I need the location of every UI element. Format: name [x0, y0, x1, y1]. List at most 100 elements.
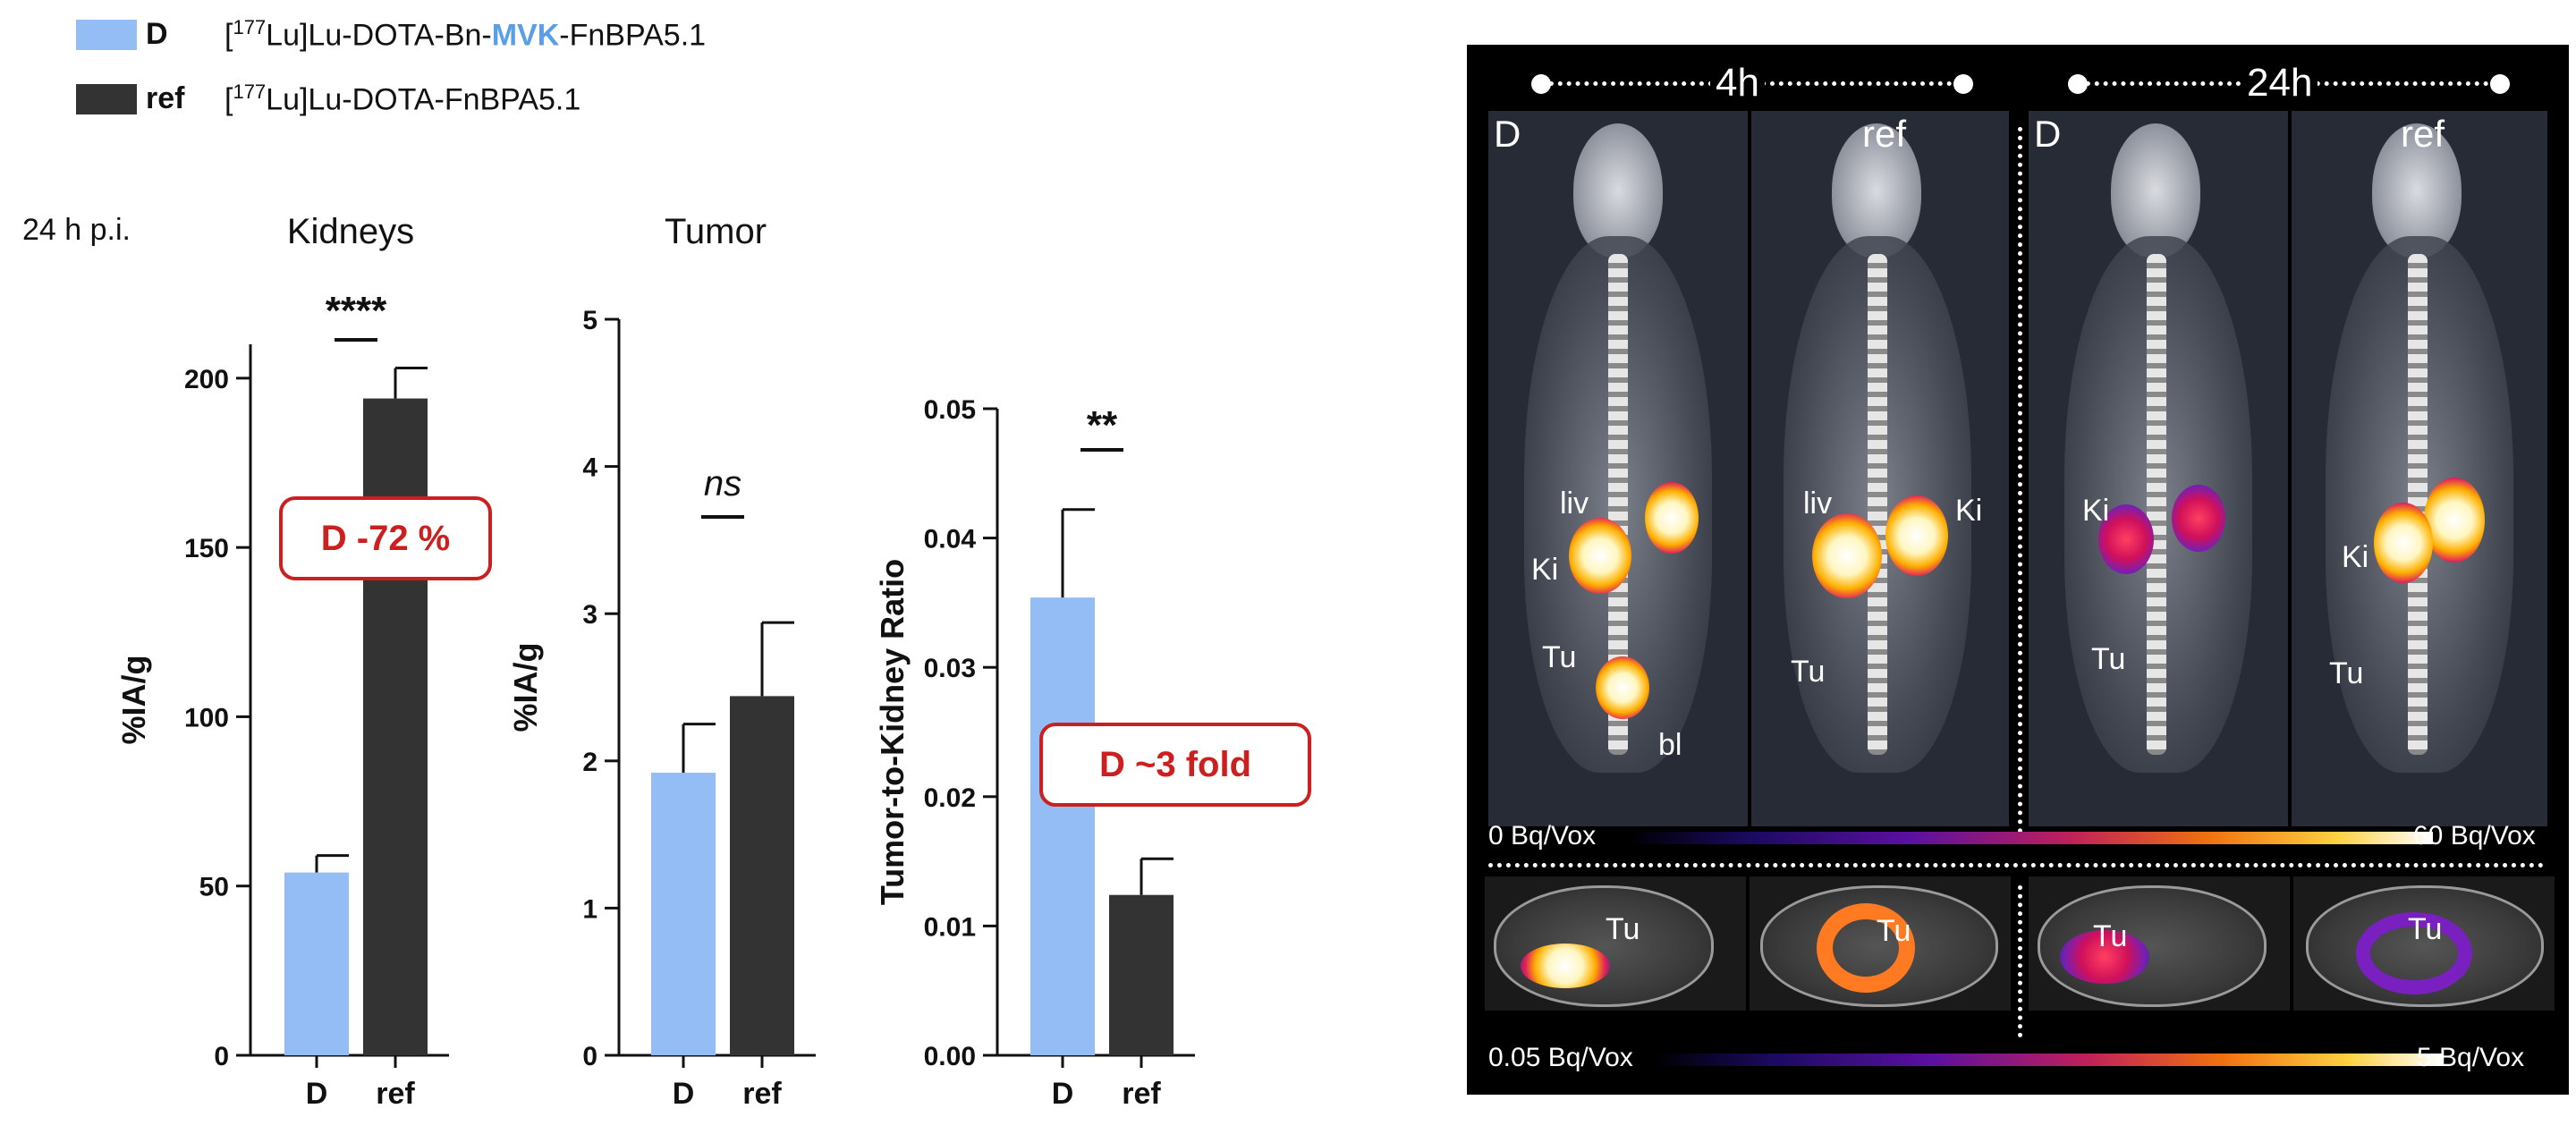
colorbar-bottom	[1655, 1054, 2442, 1066]
significance-marker: ns	[704, 464, 741, 504]
organ-label: Tu	[2091, 642, 2126, 676]
legend-label-d: D	[146, 17, 168, 52]
organ-label: liv	[1560, 487, 1589, 520]
slice-body	[1494, 885, 1714, 1007]
mouse-head	[2111, 123, 2200, 258]
spine	[2147, 254, 2166, 755]
kidney-left-signal	[2374, 503, 2433, 583]
y-tick-label: 0.04	[924, 525, 977, 554]
organ-label: Ki	[2082, 494, 2110, 528]
kidney-right-signal	[2172, 485, 2225, 552]
bar-D	[651, 772, 716, 1055]
slice-tumor-label: Tu	[1877, 914, 1911, 948]
y-tick-label: 100	[184, 703, 229, 732]
chart-title: Kidneys	[287, 212, 414, 251]
spine	[1868, 254, 1887, 755]
colorbar-bottom-max: 5 Bq/Vox	[2417, 1043, 2525, 1072]
colorbar-top-min: 0 Bq/Vox	[1488, 821, 1597, 850]
x-tick-label: D	[306, 1077, 328, 1111]
scan-label: ref	[1862, 113, 1907, 155]
y-tick-label: 1	[582, 894, 597, 924]
kidney-right-signal	[2424, 478, 2485, 563]
timepoint-4h-start-dot	[1531, 74, 1551, 94]
kidney-right-signal	[1885, 495, 1948, 576]
x-tick-label: ref	[376, 1077, 415, 1111]
y-axis-label: %IA/g	[115, 655, 152, 744]
y-tick-label: 0.00	[924, 1042, 976, 1071]
y-tick-label: 2	[582, 748, 597, 777]
organ-label: Ki	[1955, 494, 1983, 528]
y-tick-label: 5	[582, 306, 597, 335]
organ-label: Tu	[1542, 640, 1577, 674]
time-label: 24 h p.i.	[22, 213, 131, 247]
y-tick-label: 200	[184, 365, 229, 394]
colorbar-top-max: 60 Bq/Vox	[2413, 821, 2536, 850]
legend-compound-ref: [177Lu]Lu-DOTA-FnBPA5.1	[225, 80, 581, 117]
tumor-signal	[2060, 930, 2149, 984]
scan-24h-d: D Ki Tu	[2029, 111, 2288, 826]
slice-24h-d: Tu	[2029, 876, 2290, 1011]
slice-tumor-label: Tu	[2408, 912, 2443, 946]
scan-4h-ref: ref liv Ki Tu	[1751, 111, 2009, 826]
y-axis-label: %IA/g	[507, 642, 544, 732]
x-tick-label: D	[1052, 1077, 1074, 1111]
spine	[2408, 254, 2428, 755]
tumor-signal	[1521, 944, 1610, 988]
ratio-callout: D ~3 fold	[1039, 723, 1311, 807]
scan-4h-d: D liv Ki Tu bl	[1488, 111, 1748, 826]
organ-label: liv	[1803, 487, 1833, 520]
kidney-right-signal	[1645, 482, 1699, 554]
imaging-panel: 4h 24h D liv Ki Tu bl ref liv Ki Tu D	[1467, 45, 2569, 1095]
y-axis-label: Tumor-to-Kidney Ratio	[874, 559, 911, 905]
kidney-callout: D -72 %	[279, 496, 492, 580]
legend-swatch-d	[76, 19, 137, 50]
y-tick-label: 3	[582, 600, 597, 630]
scan-label: D	[1494, 113, 1521, 155]
timepoint-4h-end-dot	[1953, 74, 1973, 94]
y-tick-label: 0.03	[924, 654, 976, 683]
spine	[1608, 254, 1628, 755]
kidney-left-signal	[1812, 513, 1882, 598]
colorbar-top	[1628, 832, 2433, 844]
bar-charts: 0 50 100 150 200 D ref Kidneys %IA/g **** 0 1 2 3 4 5 D r…	[115, 212, 1195, 1111]
organ-label: Ki	[1531, 553, 1559, 587]
y-tick-label: 0	[582, 1042, 597, 1071]
bar-D	[284, 872, 349, 1055]
timepoint-24h-label: 24h	[2241, 61, 2318, 106]
mouse-head	[1832, 123, 1921, 258]
y-tick-label: 0.05	[924, 395, 976, 425]
slice-4h-ref: Tu	[1750, 876, 2011, 1011]
bar-ref	[730, 696, 794, 1055]
organ-label: Tu	[1791, 655, 1826, 689]
slice-4h-d: Tu	[1485, 876, 1746, 1011]
scan-label: ref	[2401, 113, 2445, 155]
y-tick-label: 0.02	[924, 783, 976, 813]
legend-item-ref: ref [177Lu]Lu-DOTA-FnBPA5.1	[76, 80, 580, 117]
kidney-left-signal	[2098, 504, 2154, 574]
legend-label-ref: ref	[146, 81, 185, 116]
slice-tumor-label: Tu	[2093, 919, 2128, 953]
bladder-signal	[1596, 656, 1649, 719]
x-tick-label: ref	[1122, 1077, 1161, 1111]
legend-item-d: D [177Lu]Lu-DOTA-Bn-MVK-FnBPA5.1	[76, 16, 706, 53]
legend-compound-d: [177Lu]Lu-DOTA-Bn-MVK-FnBPA5.1	[225, 16, 707, 53]
timepoint-separator	[2018, 127, 2022, 842]
organ-label: bl	[1658, 728, 1682, 762]
colorbar-bottom-min: 0.05 Bq/Vox	[1488, 1043, 1633, 1072]
scan-label: D	[2034, 113, 2062, 155]
y-tick-label: 50	[199, 873, 229, 902]
y-tick-label: 4	[582, 453, 597, 483]
x-tick-label: D	[673, 1077, 695, 1111]
chart-title: Tumor	[665, 212, 767, 251]
mouse-head	[1573, 123, 1663, 258]
organ-label: Ki	[2342, 540, 2369, 574]
bar-ref	[1109, 894, 1174, 1055]
timepoint-4h-label: 4h	[1710, 61, 1765, 106]
organ-label: Tu	[2329, 656, 2364, 690]
significance-marker: **	[1087, 403, 1118, 447]
mouse-head	[2372, 123, 2462, 258]
kidney-left-signal	[1569, 518, 1631, 594]
section-separator	[1488, 863, 2544, 867]
y-tick-label: 150	[184, 534, 229, 563]
timepoint-24h-end-dot	[2490, 74, 2510, 94]
